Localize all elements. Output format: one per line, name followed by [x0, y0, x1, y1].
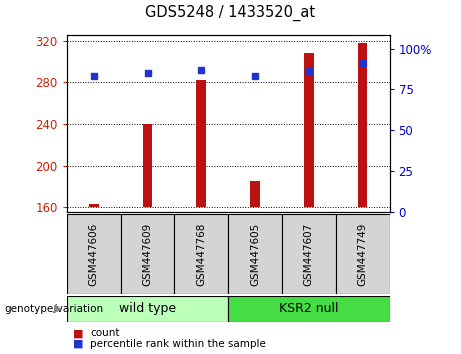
Text: ▶: ▶	[54, 304, 63, 314]
Text: GSM447605: GSM447605	[250, 222, 260, 286]
Text: ■: ■	[73, 339, 83, 349]
Bar	[228, 296, 390, 322]
Text: genotype/variation: genotype/variation	[5, 304, 104, 314]
Text: GSM447609: GSM447609	[142, 222, 153, 286]
Text: ■: ■	[73, 328, 83, 338]
Bar	[67, 296, 228, 322]
Bar	[250, 181, 260, 207]
Text: GSM447749: GSM447749	[358, 222, 368, 286]
Text: percentile rank within the sample: percentile rank within the sample	[90, 339, 266, 349]
Text: GSM447606: GSM447606	[89, 222, 99, 286]
Text: wild type: wild type	[119, 302, 176, 315]
Bar	[67, 214, 121, 294]
Bar	[304, 53, 313, 207]
Text: GSM447607: GSM447607	[304, 222, 314, 286]
Bar	[196, 80, 206, 207]
Text: GDS5248 / 1433520_at: GDS5248 / 1433520_at	[145, 5, 316, 21]
Bar	[228, 214, 282, 294]
Bar	[142, 124, 152, 207]
Bar	[358, 43, 367, 207]
Bar	[282, 214, 336, 294]
Bar	[174, 214, 228, 294]
Bar	[121, 214, 174, 294]
Bar	[89, 204, 99, 207]
Text: count: count	[90, 328, 119, 338]
Bar	[336, 214, 390, 294]
Text: GSM447768: GSM447768	[196, 222, 207, 286]
Text: KSR2 null: KSR2 null	[279, 302, 339, 315]
